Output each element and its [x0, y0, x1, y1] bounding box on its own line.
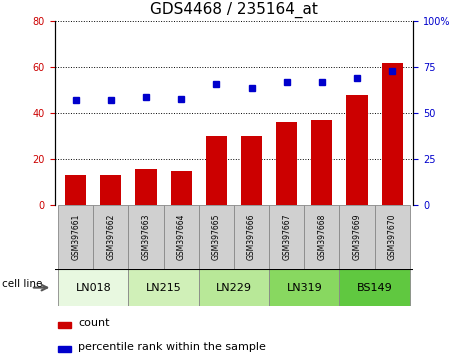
Bar	[206, 136, 227, 205]
Text: GSM397665: GSM397665	[212, 214, 221, 261]
Text: LN229: LN229	[216, 282, 252, 293]
Bar	[128, 205, 163, 269]
Bar	[234, 205, 269, 269]
Bar	[58, 205, 93, 269]
Text: LN215: LN215	[146, 282, 181, 293]
Bar	[311, 120, 332, 205]
Bar	[199, 205, 234, 269]
Bar	[304, 205, 340, 269]
Bar	[340, 205, 375, 269]
Bar	[199, 269, 269, 306]
Title: GDS4468 / 235164_at: GDS4468 / 235164_at	[150, 2, 318, 18]
Bar	[269, 269, 340, 306]
Bar	[269, 205, 304, 269]
Bar	[276, 122, 297, 205]
Bar	[58, 269, 128, 306]
Text: count: count	[78, 318, 109, 328]
Text: GSM397664: GSM397664	[177, 214, 186, 261]
Text: GSM397669: GSM397669	[352, 214, 361, 261]
Text: GSM397661: GSM397661	[71, 214, 80, 261]
Text: GSM397666: GSM397666	[247, 214, 256, 261]
Text: percentile rank within the sample: percentile rank within the sample	[78, 342, 266, 352]
Text: GSM397670: GSM397670	[388, 214, 397, 261]
Text: LN018: LN018	[76, 282, 111, 293]
Bar	[381, 63, 403, 205]
Bar	[241, 136, 262, 205]
Bar	[58, 346, 71, 352]
Bar	[128, 269, 199, 306]
Bar	[93, 205, 128, 269]
Text: BS149: BS149	[357, 282, 392, 293]
Bar	[375, 205, 410, 269]
Bar	[100, 175, 122, 205]
Text: LN319: LN319	[286, 282, 322, 293]
Text: GSM397662: GSM397662	[106, 214, 115, 261]
Bar	[58, 322, 71, 328]
Bar	[163, 205, 199, 269]
Text: GSM397668: GSM397668	[317, 214, 326, 261]
Text: cell line: cell line	[2, 279, 43, 289]
Bar	[135, 169, 157, 205]
Bar	[65, 175, 86, 205]
Bar	[340, 269, 410, 306]
Text: GSM397663: GSM397663	[142, 214, 151, 261]
Text: GSM397667: GSM397667	[282, 214, 291, 261]
Bar	[346, 95, 368, 205]
Bar	[171, 171, 192, 205]
